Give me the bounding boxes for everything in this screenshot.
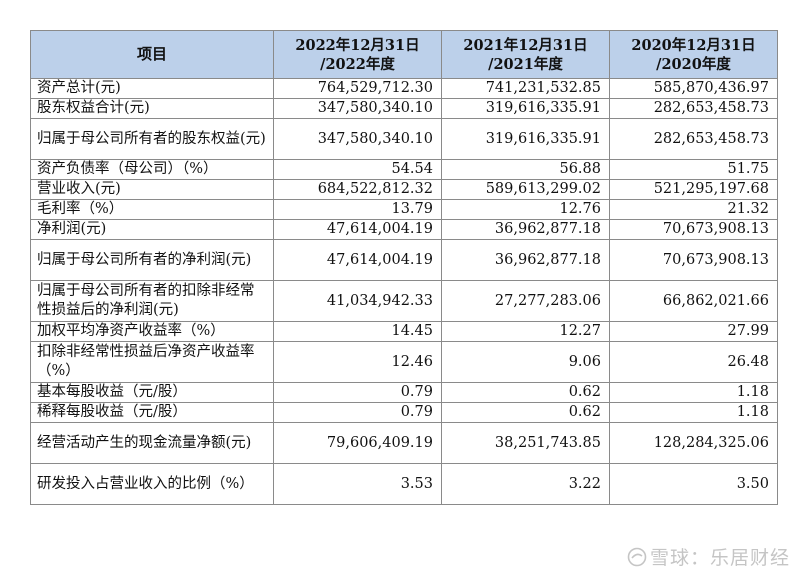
header-2022: 2022年12月31日 /2022年度 — [273, 30, 442, 79]
header-2020-date: 2020年12月31日 — [631, 36, 756, 54]
header-item: 项目 — [30, 30, 274, 79]
value-2020: 26.48 — [609, 341, 778, 383]
table-row: 归属于母公司所有者的扣除非经常性损益后的净利润(元) 41,034,942.33 2… — [30, 280, 778, 322]
value-2020: 27.99 — [609, 321, 778, 342]
value-2022: 684,522,812.32 — [273, 179, 442, 200]
value-2022: 79,606,409.19 — [273, 422, 442, 464]
value-2022: 47,614,004.19 — [273, 219, 442, 240]
watermark: 雪球：乐居财经 — [627, 543, 790, 570]
value-2021: 12.76 — [441, 199, 610, 220]
table-row: 净利润(元) 47,614,004.19 36,962,877.18 70,673,9… — [30, 219, 778, 240]
header-2022-date: 2022年12月31日 — [295, 36, 420, 54]
value-2021: 589,613,299.02 — [441, 179, 610, 200]
value-2021: 36,962,877.18 — [441, 219, 610, 240]
row-label: 扣除非经常性损益后净资产收益率（%） — [30, 341, 274, 383]
table-header-row: 项目 2022年12月31日 /2022年度 2021年12月31日 /2021… — [30, 30, 778, 79]
table-row: 资产负债率（母公司）（%） 54.54 56.88 51.75 — [30, 159, 778, 180]
table-row: 加权平均净资产收益率（%） 14.45 12.27 27.99 — [30, 321, 778, 342]
row-label: 归属于母公司所有者的股东权益(元) — [30, 118, 274, 160]
value-2022: 14.45 — [273, 321, 442, 342]
row-label: 基本每股收益（元/股） — [30, 382, 274, 403]
value-2021: 319,616,335.91 — [441, 118, 610, 160]
table-row: 扣除非经常性损益后净资产收益率（%） 12.46 9.06 26.48 — [30, 341, 778, 383]
value-2020: 128,284,325.06 — [609, 422, 778, 464]
value-2020: 282,653,458.73 — [609, 118, 778, 160]
value-2022: 347,580,340.10 — [273, 118, 442, 160]
value-2020: 585,870,436.97 — [609, 78, 778, 99]
value-2020: 70,673,908.13 — [609, 239, 778, 281]
value-2021: 741,231,532.85 — [441, 78, 610, 99]
value-2020: 66,862,021.66 — [609, 280, 778, 322]
table-row: 营业收入(元) 684,522,812.32 589,613,299.02 521,2… — [30, 179, 778, 200]
header-2020: 2020年12月31日 /2020年度 — [609, 30, 778, 79]
value-2022: 47,614,004.19 — [273, 239, 442, 281]
value-2022: 12.46 — [273, 341, 442, 383]
watermark-text: 雪球：乐居财经 — [649, 547, 790, 569]
table-row: 股东权益合计(元) 347,580,340.10 319,616,335.91 282… — [30, 98, 778, 119]
header-2021-date: 2021年12月31日 — [463, 36, 588, 54]
value-2020: 521,295,197.68 — [609, 179, 778, 200]
row-label: 资产总计(元) — [30, 78, 274, 99]
value-2022: 3.53 — [273, 463, 442, 505]
value-2021: 319,616,335.91 — [441, 98, 610, 119]
value-2022: 0.79 — [273, 382, 442, 403]
value-2021: 0.62 — [441, 382, 610, 403]
row-label: 研发投入占营业收入的比例（%） — [30, 463, 274, 505]
table-row: 经营活动产生的现金流量净额(元) 79,606,409.19 38,251,743.… — [30, 422, 778, 464]
value-2020: 282,653,458.73 — [609, 98, 778, 119]
value-2022: 13.79 — [273, 199, 442, 220]
row-label: 加权平均净资产收益率（%） — [30, 321, 274, 342]
row-label: 归属于母公司所有者的净利润(元) — [30, 239, 274, 281]
table-row: 归属于母公司所有者的净利润(元) 47,614,004.19 36,962,877.… — [30, 239, 778, 281]
value-2022: 41,034,942.33 — [273, 280, 442, 322]
value-2021: 27,277,283.06 — [441, 280, 610, 322]
financial-indicators-table: 项目 2022年12月31日 /2022年度 2021年12月31日 /2021… — [30, 30, 778, 505]
value-2021: 56.88 — [441, 159, 610, 180]
value-2022: 347,580,340.10 — [273, 98, 442, 119]
value-2020: 70,673,908.13 — [609, 219, 778, 240]
value-2020: 1.18 — [609, 402, 778, 423]
row-label: 股东权益合计(元) — [30, 98, 274, 119]
table-row: 基本每股收益（元/股） 0.79 0.62 1.18 — [30, 382, 778, 403]
value-2022: 0.79 — [273, 402, 442, 423]
table-row: 毛利率（%） 13.79 12.76 21.32 — [30, 199, 778, 220]
value-2021: 12.27 — [441, 321, 610, 342]
row-label: 营业收入(元) — [30, 179, 274, 200]
header-2020-period: /2020年度 — [656, 55, 731, 73]
row-label: 经营活动产生的现金流量净额(元) — [30, 422, 274, 464]
value-2022: 54.54 — [273, 159, 442, 180]
header-2021: 2021年12月31日 /2021年度 — [441, 30, 610, 79]
table-row: 研发投入占营业收入的比例（%） 3.53 3.22 3.50 — [30, 463, 778, 505]
value-2020: 1.18 — [609, 382, 778, 403]
value-2021: 36,962,877.18 — [441, 239, 610, 281]
table-row: 资产总计(元) 764,529,712.30 741,231,532.85 585,8… — [30, 78, 778, 99]
header-2021-period: /2021年度 — [488, 55, 563, 73]
value-2020: 3.50 — [609, 463, 778, 505]
row-label: 资产负债率（母公司）（%） — [30, 159, 274, 180]
row-label: 归属于母公司所有者的扣除非经常性损益后的净利润(元) — [30, 280, 274, 322]
table-row: 稀释每股收益（元/股） 0.79 0.62 1.18 — [30, 402, 778, 423]
row-label: 稀释每股收益（元/股） — [30, 402, 274, 423]
value-2021: 0.62 — [441, 402, 610, 423]
value-2021: 3.22 — [441, 463, 610, 505]
row-label: 净利润(元) — [30, 219, 274, 240]
value-2020: 51.75 — [609, 159, 778, 180]
table-row: 归属于母公司所有者的股东权益(元) 347,580,340.10 319,616,3… — [30, 118, 778, 160]
row-label: 毛利率（%） — [30, 199, 274, 220]
header-2022-period: /2022年度 — [320, 55, 395, 73]
snowball-logo-icon — [627, 547, 647, 566]
value-2020: 21.32 — [609, 199, 778, 220]
value-2021: 38,251,743.85 — [441, 422, 610, 464]
value-2022: 764,529,712.30 — [273, 78, 442, 99]
value-2021: 9.06 — [441, 341, 610, 383]
